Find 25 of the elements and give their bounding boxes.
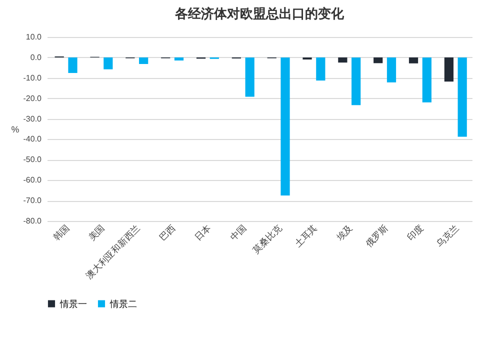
- x-tick-label: 埃及: [334, 222, 354, 244]
- y-tick-label: -40.0: [23, 134, 42, 144]
- y-tick-label: -10.0: [23, 73, 42, 82]
- x-tick-label: 美国: [86, 222, 106, 243]
- legend-label: 情景一: [59, 298, 87, 309]
- x-tick-label: 中国: [228, 222, 248, 243]
- x-tick-label: 日本: [192, 222, 213, 243]
- legend-label: 情景二: [109, 298, 137, 309]
- y-tick-label: -50.0: [23, 155, 42, 164]
- y-tick-label: 10.0: [26, 32, 42, 42]
- x-tick-label: 莫桑比克: [251, 222, 284, 256]
- y-tick-label: -30.0: [23, 114, 42, 124]
- x-tick-label: 俄罗斯: [364, 222, 390, 249]
- y-tick-label: -70.0: [23, 196, 42, 206]
- x-tick-label: 土耳其: [292, 222, 319, 249]
- y-tick-label: -20.0: [23, 94, 42, 103]
- y-axis-title: %: [11, 124, 20, 134]
- x-tick-label: 乌克兰: [434, 222, 461, 249]
- chart-title: 各经济体对欧盟总出口的变化: [174, 6, 345, 21]
- y-tick-label: -80.0: [23, 216, 42, 226]
- x-tick-label: 韩国: [51, 222, 72, 243]
- x-tick-label: 印度: [405, 222, 426, 243]
- x-tick-label: 巴西: [158, 222, 178, 243]
- y-tick-label: 0.0: [30, 52, 42, 62]
- y-tick-label: -60.0: [23, 176, 42, 185]
